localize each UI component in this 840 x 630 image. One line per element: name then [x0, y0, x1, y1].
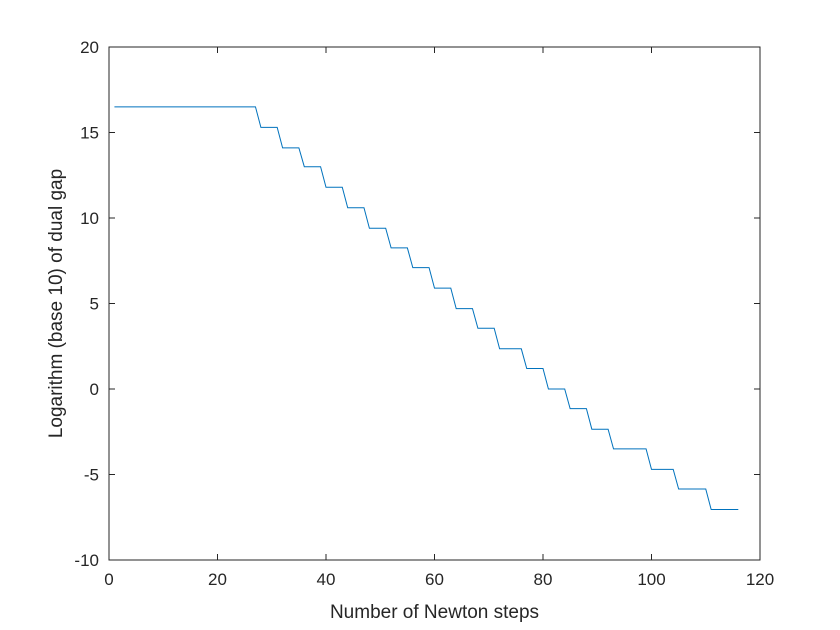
y-tick-label: 15 [80, 124, 99, 143]
y-tick-label: -10 [74, 551, 99, 570]
x-tick-label: 120 [746, 570, 774, 589]
x-tick-label: 60 [425, 570, 444, 589]
series-line [114, 106, 739, 511]
y-tick-label: 5 [90, 295, 99, 314]
y-tick-label: 0 [90, 380, 99, 399]
x-axis-label: Number of Newton steps [330, 602, 539, 623]
x-tick-label: 80 [534, 570, 553, 589]
y-tick-label: -5 [84, 466, 99, 485]
y-tick-label: 20 [80, 38, 99, 57]
x-tick-label: 20 [208, 570, 227, 589]
x-tick-label: 40 [317, 570, 336, 589]
x-tick-label: 100 [637, 570, 665, 589]
axes-box [108, 46, 761, 561]
x-tick-label: 0 [104, 570, 113, 589]
y-axis-label: Logarithm (base 10) of dual gap [46, 169, 67, 438]
axis-ticks: 0 20 40 60 80 100 120 -10 -5 0 5 10 15 20 [74, 38, 774, 589]
y-tick-label: 10 [80, 209, 99, 228]
plot-area [109, 47, 760, 560]
